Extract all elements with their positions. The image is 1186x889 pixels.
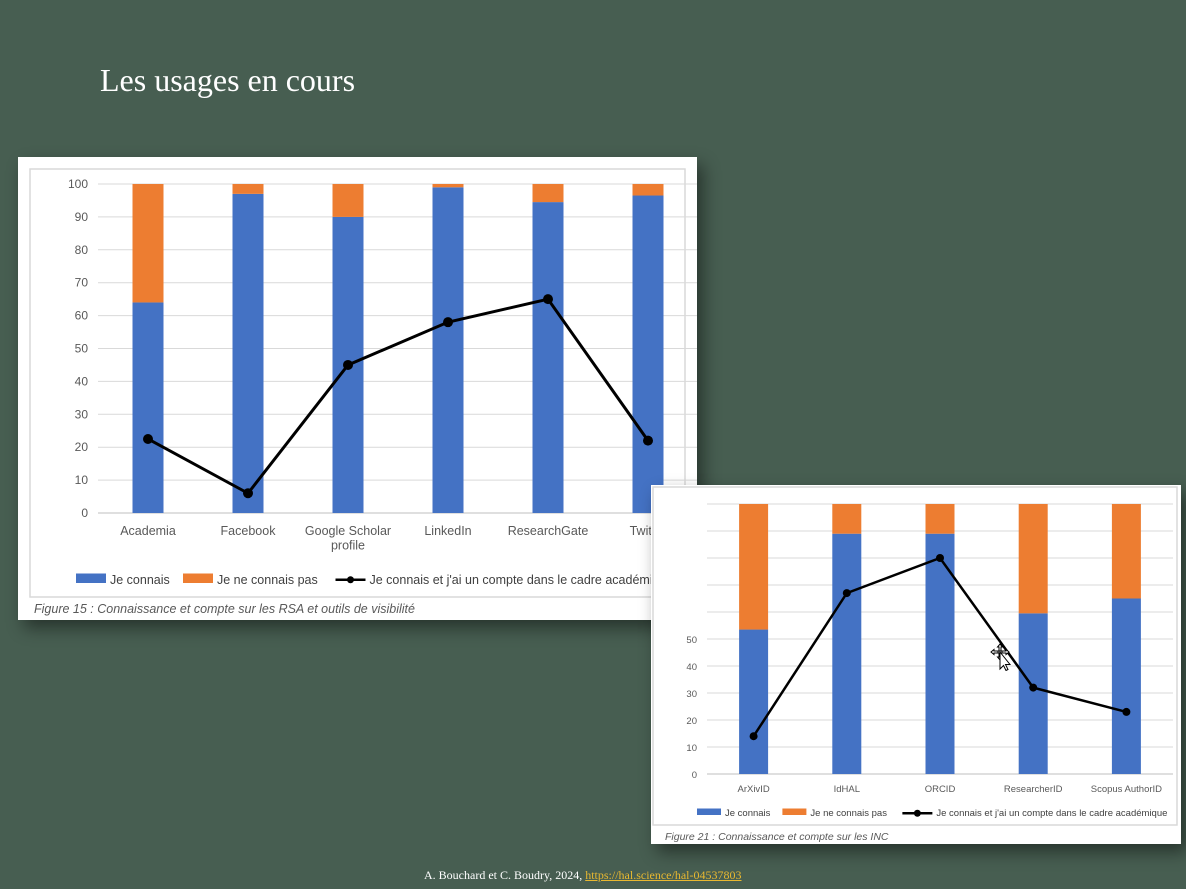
x-tick-label: IdHAL (834, 784, 860, 795)
bar-je-connais (232, 193, 264, 513)
x-tick-label: ArXivID (737, 784, 769, 795)
y-tick-label: 90 (75, 210, 89, 224)
bar-je-ne-connais-pas (332, 184, 364, 217)
legend-entry: Je connais (697, 808, 771, 819)
bar-je-connais (432, 187, 464, 513)
footer-link[interactable]: https://hal.science/hal-04537803 (585, 868, 742, 882)
figure-15-card: 0 10 20 30 40 50 60 70 80 90 100 Academia Facebook Go… (18, 157, 697, 620)
x-tick-label: Academia (120, 524, 176, 538)
bar-je-connais (632, 195, 664, 513)
legend-entry: Je connais (76, 573, 170, 587)
legend-swatch (183, 573, 213, 583)
y-tick-label: 30 (686, 689, 697, 700)
y-tick-label: 60 (75, 309, 89, 323)
x-tick-label: Facebook (221, 524, 277, 538)
chart-rsa-visibility: 0 10 20 30 40 50 60 70 80 90 100 Academia Facebook Go… (29, 168, 697, 598)
chart-inc: 0 10 20 30 40 50 ArXivID IdHAL ORCID ResearcherID… (652, 486, 1178, 826)
bar-je-connais (832, 533, 862, 774)
legend-label: Je connais et j'ai un compte dans le cad… (936, 808, 1167, 819)
y-tick-label: 10 (686, 743, 697, 754)
y-tick-label: 20 (686, 716, 697, 727)
line-point (749, 732, 758, 741)
bar-je-connais (1018, 613, 1048, 774)
line-point (443, 317, 453, 328)
bar-je-ne-connais-pas (1018, 504, 1048, 614)
bar-je-connais (532, 202, 564, 513)
y-tick-label: 20 (75, 440, 89, 454)
footer-text: A. Bouchard et C. Boudry, 2024, (424, 868, 586, 882)
line-point (842, 589, 851, 598)
legend-entry: Je ne connais pas (183, 573, 318, 587)
x-tick-label: ResearchGate (508, 524, 589, 538)
mouse-cursor-icon (990, 643, 1012, 671)
bar-je-ne-connais-pas (832, 504, 862, 534)
x-tick-label: LinkedIn (424, 524, 471, 538)
bar-je-connais (1111, 598, 1141, 774)
legend-label: Je connais (725, 808, 771, 819)
legend-label: Je connais et j'ai un compte dans le cad… (370, 573, 674, 587)
slide-title: Les usages en cours (100, 62, 356, 98)
bar-je-ne-connais-pas (232, 184, 264, 194)
x-tick-label: ORCID (925, 784, 956, 795)
y-tick-label: 10 (75, 473, 89, 487)
legend-swatch (76, 573, 106, 583)
figure-15-caption: Figure 15 : Connaissance et compte sur l… (34, 602, 415, 616)
legend-label: Je ne connais pas (810, 808, 887, 819)
legend-entry: Je connais et j'ai un compte dans le cad… (335, 573, 674, 587)
y-tick-label: 0 (692, 770, 697, 781)
bar-je-ne-connais-pas (532, 184, 564, 203)
footer-citation: A. Bouchard et C. Boudry, 2024, https://… (424, 868, 742, 883)
bar-je-connais (739, 629, 769, 774)
line-point (143, 433, 153, 444)
bar-je-connais (132, 302, 164, 513)
legend-entry: Je connais et j'ai un compte dans le cad… (902, 808, 1167, 819)
line-point (936, 554, 944, 562)
figure-21-caption: Figure 21 : Connaissance et compte sur l… (665, 831, 889, 843)
bar-je-ne-connais-pas (632, 184, 664, 196)
y-tick-label: 50 (75, 342, 89, 356)
legend-label: Je ne connais pas (217, 573, 318, 587)
x-tick-label: ResearcherID (1004, 784, 1063, 795)
chart-frame (29, 168, 686, 598)
x-tick-label: Google Scholar profile (305, 524, 391, 553)
y-tick-label: 100 (68, 177, 88, 191)
y-tick-label: 80 (75, 243, 89, 257)
legend-swatch-dot (913, 809, 921, 817)
legend-entry: Je ne connais pas (782, 808, 887, 819)
y-tick-label: 50 (686, 635, 697, 646)
bar-je-ne-connais-pas (132, 184, 164, 303)
line-point (1122, 707, 1131, 716)
line-point (543, 294, 553, 305)
legend-label: Je connais (110, 573, 170, 587)
y-tick-label: 40 (75, 374, 89, 388)
bar-je-ne-connais-pas (739, 504, 769, 630)
y-tick-label: 0 (81, 506, 88, 520)
line-point (343, 359, 353, 370)
series-line-compte (147, 297, 650, 496)
chart-frame (652, 486, 1178, 826)
bar-je-ne-connais-pas (432, 184, 464, 188)
bar-je-ne-connais-pas (1111, 504, 1141, 599)
y-tick-label: 30 (75, 407, 89, 421)
figure-21-card: 0 10 20 30 40 50 ArXivID IdHAL ORCID ResearcherID… (651, 485, 1181, 844)
y-tick-label: 70 (75, 276, 89, 290)
bar-je-ne-connais-pas (925, 504, 955, 534)
legend-swatch (697, 808, 721, 815)
legend-swatch-dot (347, 576, 354, 584)
x-tick-label: Scopus AuthorID (1091, 784, 1162, 795)
line-point (1029, 683, 1038, 692)
line-point (643, 435, 653, 446)
y-tick-label: 40 (686, 662, 697, 673)
legend-swatch (782, 808, 807, 815)
bar-je-connais (925, 533, 955, 774)
line-point (243, 488, 253, 499)
